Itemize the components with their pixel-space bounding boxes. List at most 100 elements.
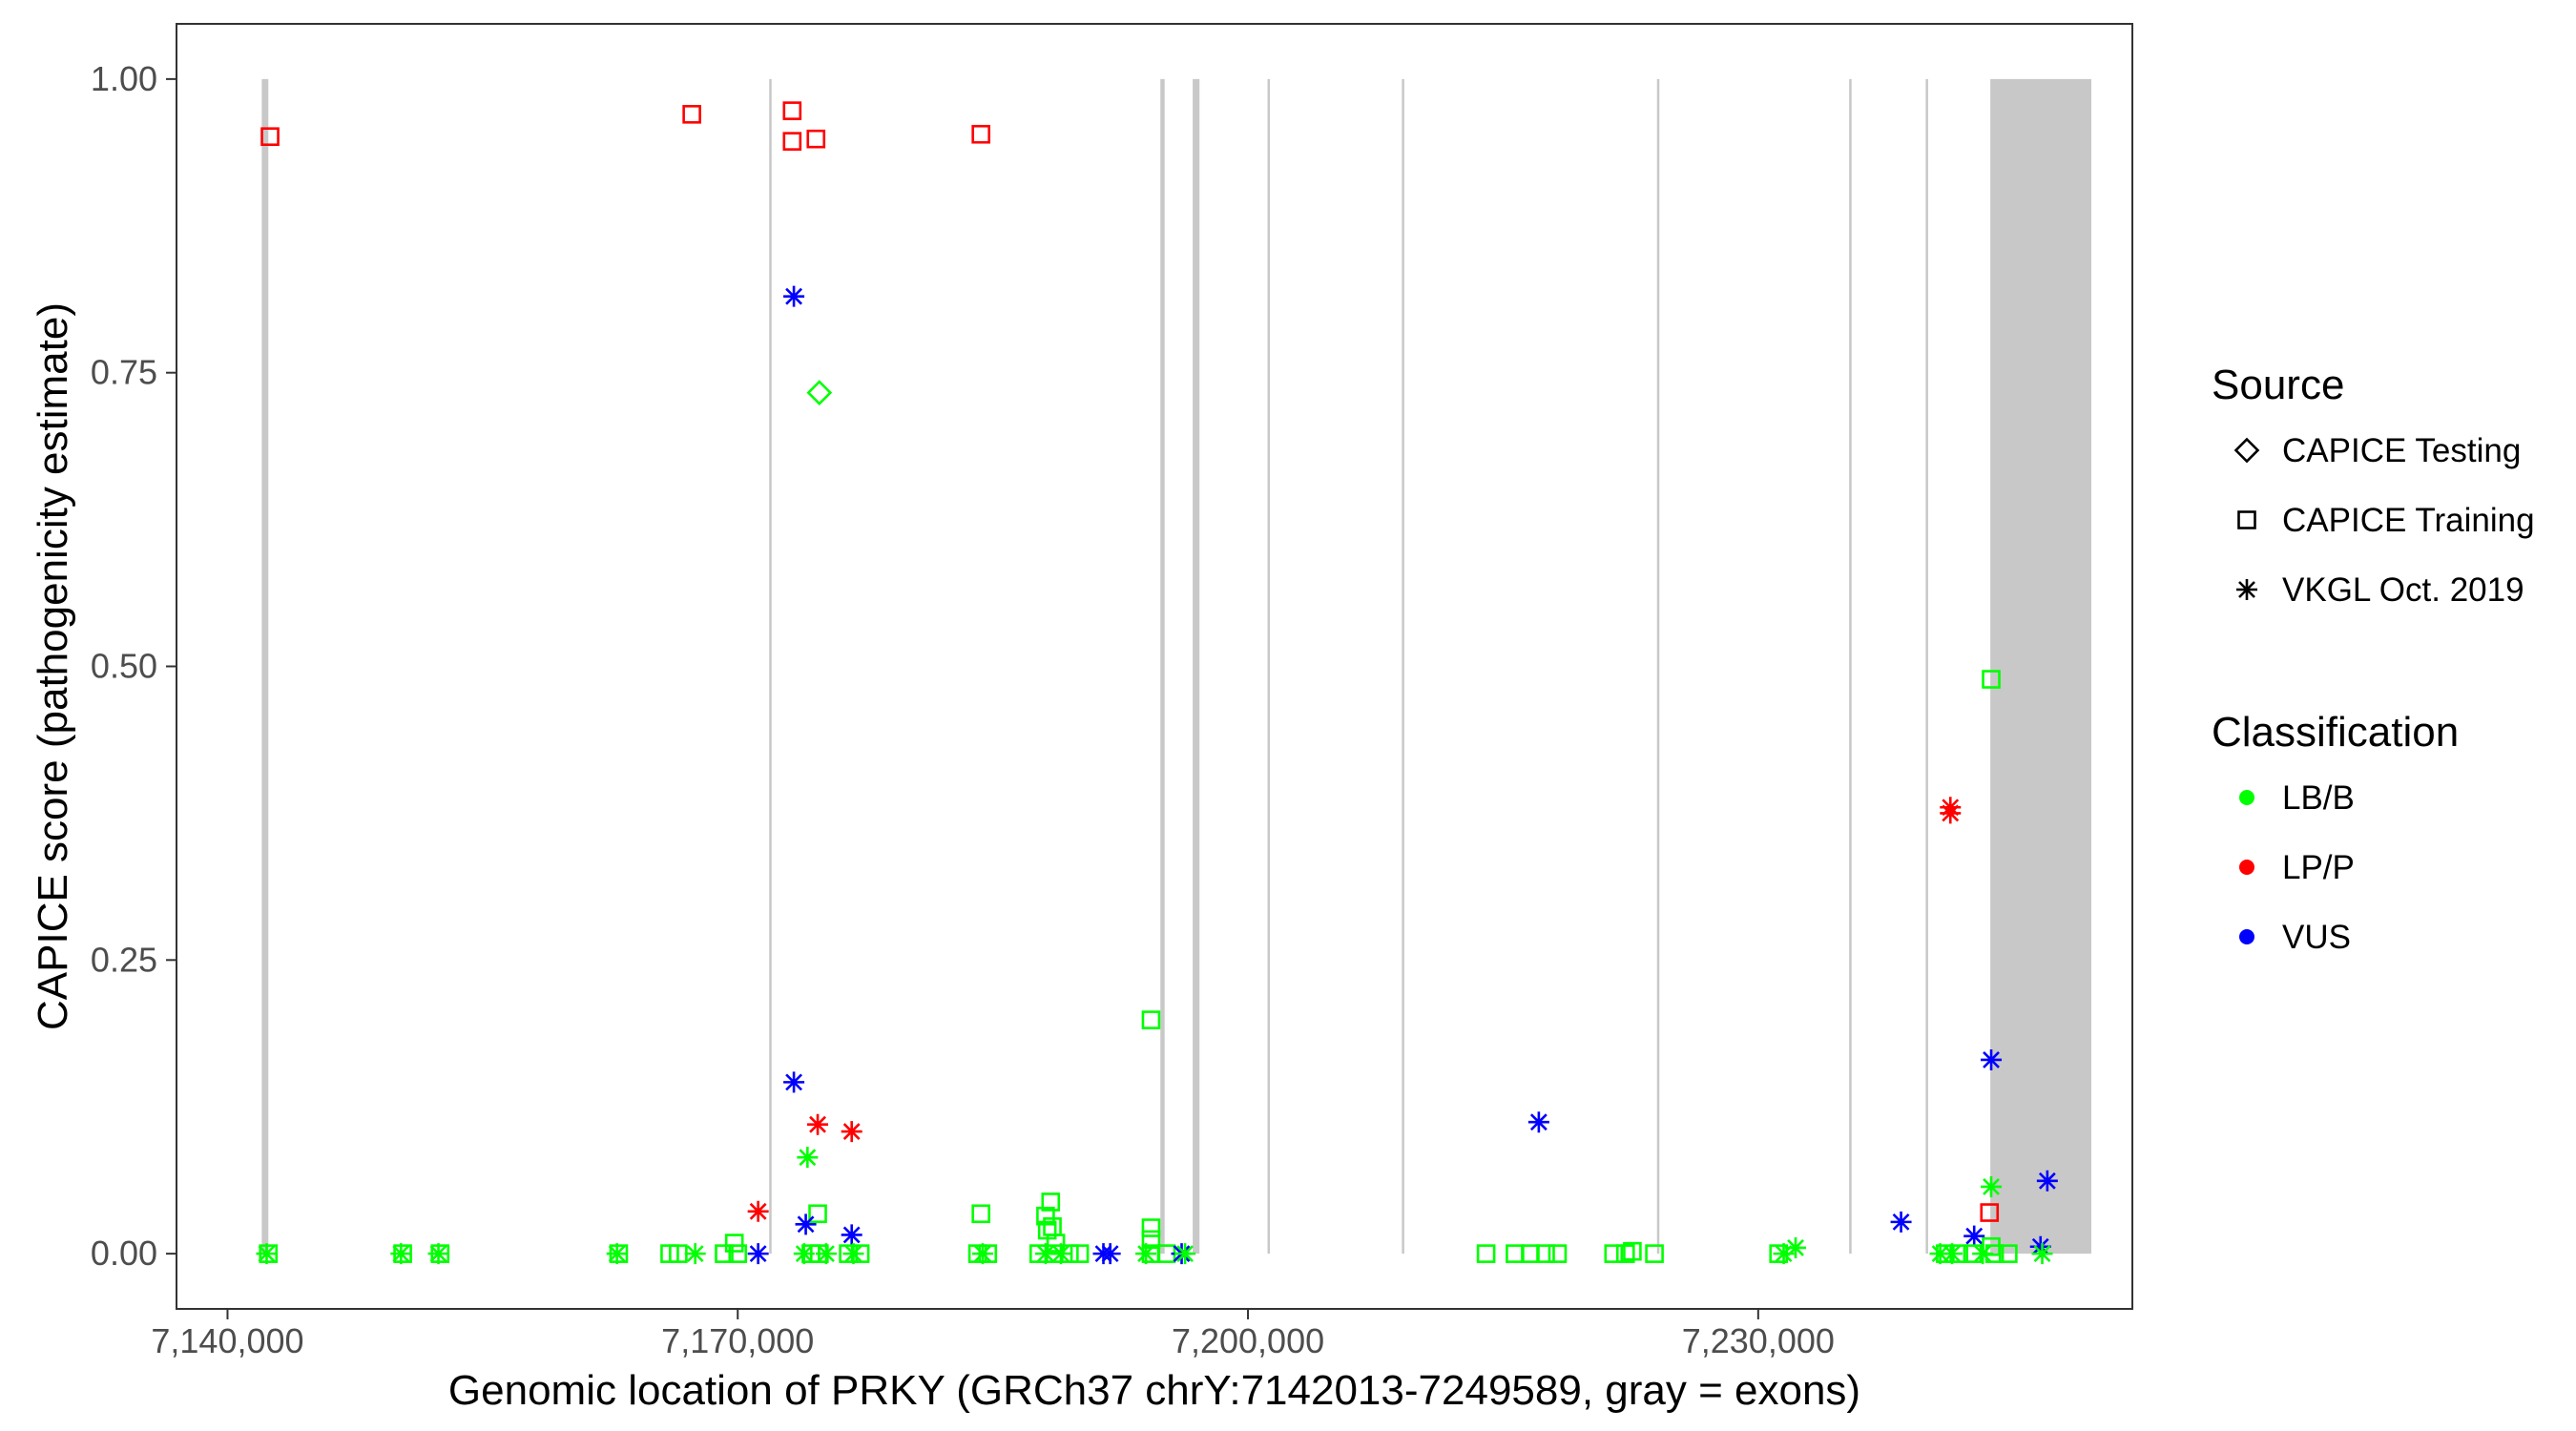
legend-source-label: CAPICE Training xyxy=(2282,502,2535,539)
legend-source-entries: CAPICE Testing CAPICE Training VKGL Oct. 2… xyxy=(2233,432,2535,609)
exon-bands xyxy=(261,78,2092,1255)
data-point xyxy=(724,1234,744,1253)
data-point xyxy=(1548,1244,1568,1263)
data-point xyxy=(782,101,802,120)
data-point xyxy=(1527,1111,1549,1133)
y-tick-label: 0.75 xyxy=(91,353,157,392)
data-point xyxy=(427,1243,449,1265)
legend-classification-label: LB/B xyxy=(2282,779,2355,817)
legend-dot-icon xyxy=(2239,860,2254,875)
data-point xyxy=(1604,1244,1624,1263)
data-point xyxy=(1141,1010,1161,1029)
data-point xyxy=(850,1244,870,1263)
data-point xyxy=(841,1224,862,1246)
data-point xyxy=(1980,1203,2000,1222)
data-point xyxy=(1982,670,2001,689)
data-point xyxy=(260,127,280,147)
legend-title-classification: Classification xyxy=(2212,709,2459,756)
legend-diamond-icon xyxy=(2233,437,2260,464)
data-point xyxy=(1041,1192,1061,1212)
y-axis-title: CAPICE score (pathogenicity estimate) xyxy=(30,302,76,1030)
exon-band-10 xyxy=(1990,78,2092,1255)
data-point xyxy=(2036,1170,2058,1192)
legend-classification-label: LP/P xyxy=(2282,849,2355,886)
data-point xyxy=(747,1200,769,1222)
data-point xyxy=(842,1243,864,1265)
data-point xyxy=(1174,1243,1196,1265)
data-point xyxy=(815,1243,837,1265)
data-point xyxy=(256,1243,278,1265)
legend: Source CAPICE Testing CAPICE Training VKGL… xyxy=(2212,362,2535,956)
data-point xyxy=(1949,1244,1968,1263)
data-point xyxy=(1940,802,1962,824)
x-tick-label: 7,230,000 xyxy=(1682,1321,1835,1360)
data-point xyxy=(783,1071,805,1093)
data-point xyxy=(1135,1243,1157,1265)
y-tick-label: 0.25 xyxy=(91,940,157,979)
data-point xyxy=(978,1244,998,1263)
data-point xyxy=(1536,1244,1555,1263)
legend-source-label: VKGL Oct. 2019 xyxy=(2282,571,2524,609)
x-axis-title: Genomic location of PRKY (GRCh37 chrY:71… xyxy=(448,1367,1860,1414)
data-point xyxy=(1981,1048,2003,1070)
data-point xyxy=(806,129,826,149)
data-point xyxy=(393,1244,412,1263)
data-point xyxy=(259,1244,279,1263)
data-point xyxy=(806,380,833,405)
x-axis: 7,140,000 7,170,000 7,200,000 7,230,000 xyxy=(151,1309,1835,1360)
y-tick-label: 0.50 xyxy=(91,647,157,686)
data-point xyxy=(1141,1218,1161,1237)
data-point xyxy=(795,1213,817,1235)
data-point xyxy=(807,1113,829,1135)
y-axis: 0.00 0.25 0.50 0.75 1.00 xyxy=(91,59,177,1273)
data-point xyxy=(1060,1244,1079,1263)
exon-band-8 xyxy=(1849,78,1852,1255)
data-point xyxy=(1972,1243,1994,1265)
data-point xyxy=(606,1243,628,1265)
data-point xyxy=(715,1244,734,1263)
data-point xyxy=(430,1244,450,1263)
data-point xyxy=(1615,1244,1635,1263)
legend-dot-icon xyxy=(2239,790,2254,805)
data-point xyxy=(971,124,990,144)
data-point xyxy=(1890,1211,1912,1233)
exon-band-4 xyxy=(1193,78,1200,1255)
data-point xyxy=(747,1243,769,1265)
exon-band-6 xyxy=(1402,78,1404,1255)
data-point xyxy=(1984,1244,2005,1263)
data-point xyxy=(1785,1236,1807,1258)
data-point xyxy=(2029,1235,2051,1257)
data-point xyxy=(2031,1243,2053,1265)
exon-band-7 xyxy=(1656,78,1660,1255)
data-point xyxy=(1999,1244,2018,1263)
data-point xyxy=(1645,1244,1664,1263)
data-point xyxy=(1942,1243,1963,1265)
legend-asterisk-icon xyxy=(2236,579,2257,600)
data-point xyxy=(1929,1243,1951,1265)
data-points xyxy=(256,101,2058,1265)
y-tick-label: 0.00 xyxy=(91,1234,157,1273)
data-point xyxy=(684,1243,706,1265)
data-point xyxy=(971,1243,993,1265)
data-point xyxy=(971,1204,990,1224)
data-point xyxy=(1773,1243,1795,1265)
data-point xyxy=(1623,1241,1642,1261)
data-point xyxy=(1036,1206,1055,1226)
y-tick-label: 1.00 xyxy=(91,59,157,98)
exon-band-1 xyxy=(261,78,269,1255)
data-point xyxy=(728,1244,748,1263)
legend-classification-entries: LB/B LP/P VUS xyxy=(2239,779,2355,956)
exon-band-3 xyxy=(1160,78,1165,1255)
legend-source-label: CAPICE Testing xyxy=(2282,432,2521,469)
exon-band-2 xyxy=(769,78,772,1255)
legend-dot-icon xyxy=(2239,929,2254,944)
x-tick-label: 7,140,000 xyxy=(151,1321,303,1360)
data-point xyxy=(793,1243,815,1265)
data-point xyxy=(797,1147,819,1169)
data-point xyxy=(1070,1244,1090,1263)
data-point xyxy=(1981,1175,2003,1197)
data-point xyxy=(808,1204,827,1224)
data-point xyxy=(841,1121,862,1143)
